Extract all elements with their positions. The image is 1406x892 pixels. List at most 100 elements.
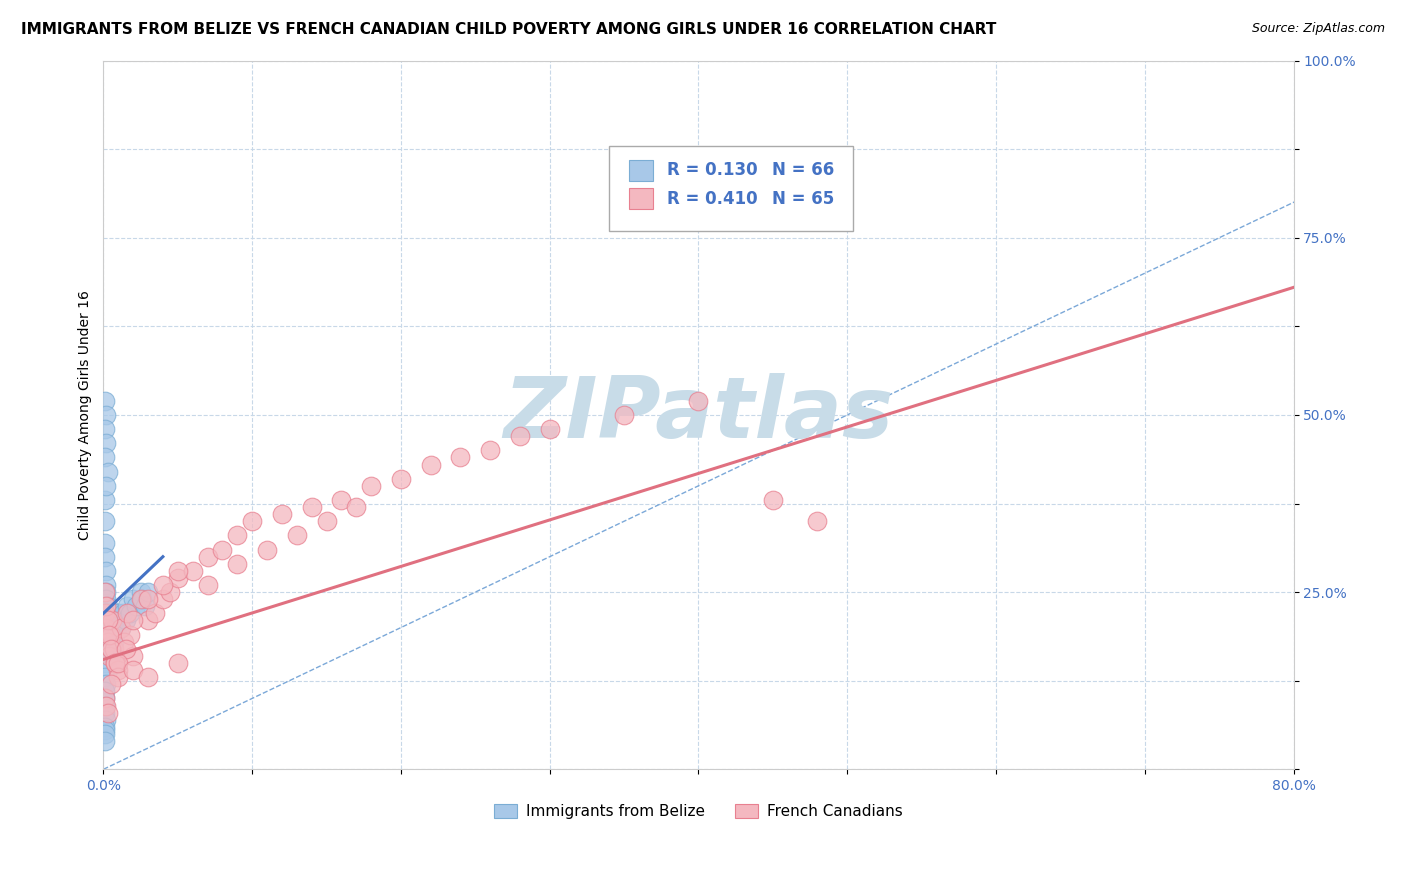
Point <box>94 670 117 684</box>
Point <box>94 720 117 734</box>
Point <box>330 493 353 508</box>
Point <box>96 677 118 691</box>
Point <box>479 443 502 458</box>
Point <box>94 535 117 549</box>
Point <box>98 634 121 648</box>
Point <box>762 493 785 508</box>
Point <box>104 656 127 670</box>
Point <box>100 621 122 635</box>
Point <box>94 450 117 465</box>
Point <box>94 585 117 599</box>
Point <box>100 634 122 648</box>
Point <box>94 607 117 621</box>
Y-axis label: Child Poverty Among Girls Under 16: Child Poverty Among Girls Under 16 <box>79 290 93 540</box>
Point <box>129 585 152 599</box>
Point <box>96 436 118 450</box>
Point <box>107 656 129 670</box>
Point <box>98 648 121 663</box>
Text: N = 66: N = 66 <box>772 161 835 179</box>
Point <box>94 734 117 748</box>
Point <box>96 564 118 578</box>
Point <box>96 479 118 493</box>
Point <box>94 422 117 436</box>
Point <box>94 727 117 741</box>
Point <box>94 691 117 706</box>
Point <box>94 723 117 738</box>
Point <box>122 614 145 628</box>
Point <box>105 621 128 635</box>
Point <box>97 706 120 720</box>
Point <box>122 648 145 663</box>
Point <box>197 578 219 592</box>
Point <box>107 670 129 684</box>
Point <box>94 691 117 706</box>
Point <box>101 614 124 628</box>
Point <box>97 663 120 677</box>
Point <box>94 706 117 720</box>
Point <box>100 677 122 691</box>
Point <box>103 634 125 648</box>
Point <box>96 592 118 607</box>
Point <box>104 614 127 628</box>
Point <box>96 621 118 635</box>
Point <box>136 614 159 628</box>
Point <box>270 507 292 521</box>
Text: ZIPatlas: ZIPatlas <box>503 374 894 457</box>
Point <box>134 599 156 614</box>
Point <box>226 528 249 542</box>
Point <box>449 450 471 465</box>
Point <box>112 634 135 648</box>
Text: N = 65: N = 65 <box>772 190 835 208</box>
Point <box>94 698 117 713</box>
Point <box>98 627 121 641</box>
Point <box>97 627 120 641</box>
Point <box>96 578 118 592</box>
Point <box>181 564 204 578</box>
Point <box>125 599 148 614</box>
Point <box>96 713 118 727</box>
Point <box>509 429 531 443</box>
Point <box>110 621 132 635</box>
Point <box>114 641 136 656</box>
Point <box>101 614 124 628</box>
Point <box>110 621 132 635</box>
Point <box>285 528 308 542</box>
Point <box>97 607 120 621</box>
Point <box>136 585 159 599</box>
Point <box>96 585 118 599</box>
Point <box>538 422 561 436</box>
Point <box>103 641 125 656</box>
Point <box>96 408 118 422</box>
Point <box>97 634 120 648</box>
Point <box>166 656 188 670</box>
Point <box>122 663 145 677</box>
Point <box>104 656 127 670</box>
Point <box>315 514 337 528</box>
Text: R = 0.410: R = 0.410 <box>668 190 758 208</box>
Point <box>108 614 131 628</box>
Point <box>94 684 117 698</box>
Point <box>152 578 174 592</box>
Point <box>100 627 122 641</box>
Point <box>100 641 122 656</box>
Point <box>360 479 382 493</box>
Point <box>96 599 118 614</box>
Point <box>101 627 124 641</box>
Point <box>115 607 138 621</box>
Point <box>166 564 188 578</box>
Point <box>131 592 153 607</box>
Point <box>97 599 120 614</box>
Point <box>226 557 249 571</box>
Point <box>97 614 120 628</box>
Point <box>114 614 136 628</box>
Point <box>122 592 145 607</box>
Point <box>256 542 278 557</box>
Point <box>94 493 117 508</box>
Point <box>688 393 710 408</box>
Point <box>107 663 129 677</box>
Point <box>98 627 121 641</box>
Legend: Immigrants from Belize, French Canadians: Immigrants from Belize, French Canadians <box>488 798 910 825</box>
Point <box>152 592 174 607</box>
Point <box>93 621 115 635</box>
Point <box>301 500 323 514</box>
